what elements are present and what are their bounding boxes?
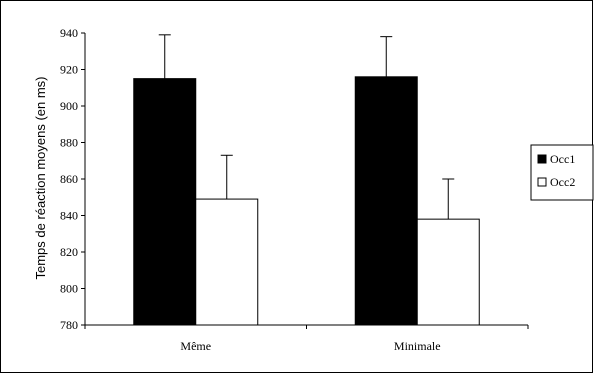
x-category-label: Minimale	[394, 339, 441, 353]
bars	[133, 76, 480, 326]
y-tick-label: 820	[60, 245, 78, 259]
y-tick-label: 880	[60, 136, 78, 150]
bar-occ1-1	[133, 78, 197, 326]
bar-occ2-1	[195, 198, 259, 326]
y-tick-label: 940	[60, 26, 78, 40]
x-category-label: Même	[180, 339, 211, 353]
error-bars	[158, 34, 455, 220]
y-tick-label: 900	[60, 99, 78, 113]
bar-occ2-2	[416, 218, 480, 326]
legend-box	[530, 144, 594, 201]
bar-occ1-2	[354, 76, 418, 326]
y-tick-label: 840	[60, 209, 78, 223]
legend-swatch-occ2	[537, 177, 547, 187]
y-axis-title: Temps de réaction moyens (en ms)	[33, 76, 48, 279]
legend-label-occ1: Occ1	[550, 152, 575, 166]
y-tick-label: 780	[60, 318, 78, 332]
y-tick-label: 800	[60, 282, 78, 296]
legend-label-occ2: Occ2	[550, 175, 575, 189]
legend-swatch-occ1	[537, 154, 547, 164]
labels: 780 800 820 840 860 880 900 920 940 Même Minimale	[60, 26, 441, 353]
legend: Occ1 Occ2	[530, 144, 594, 201]
y-tick-label: 860	[60, 172, 78, 186]
y-tick-label: 920	[60, 63, 78, 77]
